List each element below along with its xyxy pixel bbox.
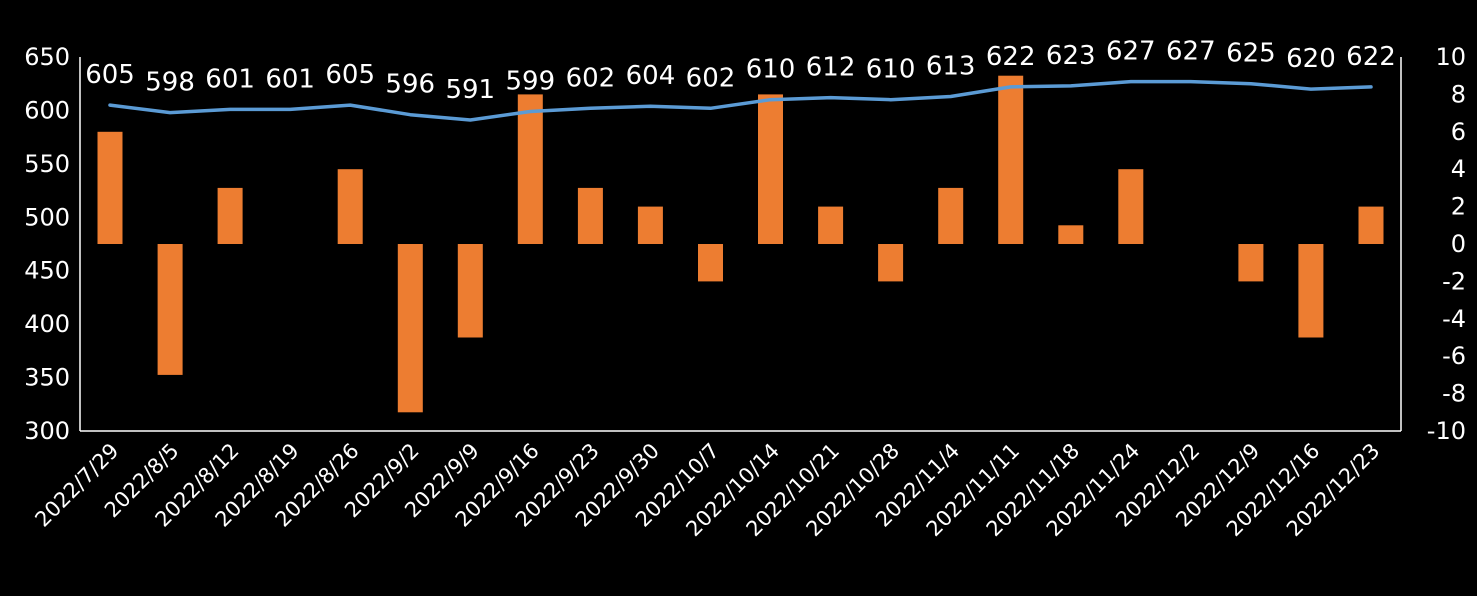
category-label: 2022/7/29 xyxy=(30,439,123,532)
data-label-2022/8/19: 601 xyxy=(265,64,315,94)
bar-2022/10/28 xyxy=(878,244,903,281)
bar-2022/11/24 xyxy=(1118,169,1143,244)
bar-2022/11/11 xyxy=(998,76,1023,244)
left-tick-label: 350 xyxy=(24,364,70,392)
bar-2022/9/2 xyxy=(398,244,423,412)
bar-2022/9/30 xyxy=(638,207,663,244)
data-label-2022/9/23: 602 xyxy=(566,63,616,93)
bar-2022/10/21 xyxy=(818,207,843,244)
bar-2022/8/5 xyxy=(158,244,183,375)
data-label-2022/12/2: 627 xyxy=(1166,37,1216,67)
bar-2022/9/9 xyxy=(458,244,483,338)
bar-2022/9/23 xyxy=(578,188,603,244)
left-tick-label: 600 xyxy=(24,96,70,124)
left-tick-label: 300 xyxy=(24,417,70,445)
data-label-2022/10/21: 612 xyxy=(806,53,856,83)
bar-2022/10/14 xyxy=(758,94,783,244)
data-label-2022/10/14: 610 xyxy=(746,55,796,85)
data-label-2022/11/24: 627 xyxy=(1106,37,1156,67)
right-tick-label: -2 xyxy=(1442,267,1466,295)
bar-2022/11/18 xyxy=(1058,225,1083,244)
left-tick-label: 450 xyxy=(24,257,70,285)
right-tick-label: -8 xyxy=(1442,380,1466,408)
data-label-2022/7/29: 605 xyxy=(85,60,135,90)
bars-layer xyxy=(98,76,1384,413)
bar-2022/10/7 xyxy=(698,244,723,281)
data-label-2022/8/26: 605 xyxy=(325,60,375,90)
left-tick-label: 500 xyxy=(24,203,70,231)
data-label-2022/11/4: 613 xyxy=(926,52,976,82)
right-tick-label: 10 xyxy=(1435,43,1466,71)
data-label-2022/10/28: 610 xyxy=(866,55,916,85)
right-tick-label: -4 xyxy=(1442,305,1466,333)
right-tick-label: -10 xyxy=(1427,417,1466,445)
right-tick-label: 2 xyxy=(1451,193,1466,221)
right-tick-label: -6 xyxy=(1442,342,1466,370)
right-tick-label: 8 xyxy=(1451,80,1466,108)
right-tick-label: 4 xyxy=(1451,155,1466,183)
data-label-2022/9/2: 596 xyxy=(385,70,435,100)
data-label-2022/10/7: 602 xyxy=(686,63,736,93)
bar-2022/8/12 xyxy=(218,188,243,244)
right-tick-label: 0 xyxy=(1451,230,1466,258)
data-label-2022/11/11: 622 xyxy=(986,42,1036,72)
bar-2022/11/4 xyxy=(938,188,963,244)
data-label-2022/11/18: 623 xyxy=(1046,41,1096,71)
right-tick-label: 6 xyxy=(1451,118,1466,146)
bar-2022/8/26 xyxy=(338,169,363,244)
bar-2022/9/16 xyxy=(518,94,543,244)
data-label-2022/12/23: 622 xyxy=(1346,42,1396,72)
labels-layer: 605 598 601 601 605 596 591 599 602 604 602 610 612 6… xyxy=(85,37,1396,105)
left-tick-label: 650 xyxy=(24,43,70,71)
axes-layer: 300 350 400 450 500 550 600 650 -10 -8 -6 -4 -2 0 2 4 6 8… xyxy=(24,43,1466,541)
data-label-2022/8/5: 598 xyxy=(145,68,195,98)
data-label-2022/9/16: 599 xyxy=(506,66,556,96)
bar-2022/12/9 xyxy=(1238,244,1263,281)
data-label-2022/9/9: 591 xyxy=(445,75,495,105)
bar-2022/12/23 xyxy=(1359,207,1384,244)
data-label-2022/9/30: 604 xyxy=(626,61,676,91)
data-label-2022/12/16: 620 xyxy=(1286,44,1336,74)
bar-2022/7/29 xyxy=(98,132,123,244)
data-label-2022/8/12: 601 xyxy=(205,64,255,94)
bar-2022/12/16 xyxy=(1298,244,1323,338)
data-label-2022/12/9: 625 xyxy=(1226,39,1276,69)
left-tick-label: 550 xyxy=(24,150,70,178)
left-tick-label: 400 xyxy=(24,310,70,338)
